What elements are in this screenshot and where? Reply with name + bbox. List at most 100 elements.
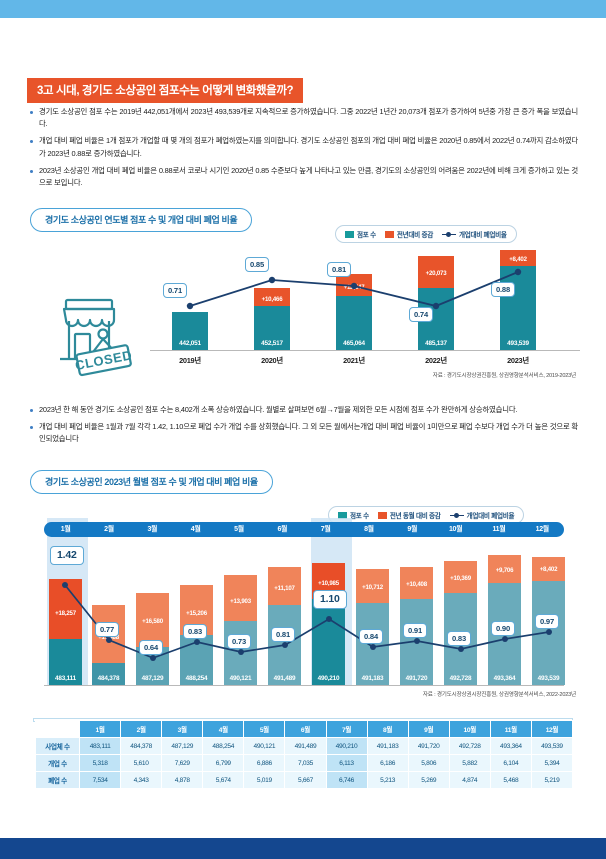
monthly-legend-label-close-open-ratio: 개업대비 폐업비율 [466,513,515,520]
month-cell-9: 9월 [407,526,418,533]
monthly-bar-1-base [49,639,82,685]
monthly-bar-5-delta [224,575,257,621]
cell-r0-c2: 487,129 [161,737,204,755]
monthly-bar-3-delta-value: +16,580 [142,618,163,625]
table-row-label-open-count: 개업 수 [34,754,81,772]
monthly-chart-source: 자료 : 경기도시장상권시장진흥원, 상권영향분석서비스, 2022-2023년 [422,692,576,698]
monthly-bar-3-delta [136,593,169,647]
cell-r0-c3: 488,254 [202,737,245,755]
cell-r1-c11: 5,394 [530,754,574,772]
closed-store-icon: CLOSED [46,290,138,387]
cell-r1-c6: 6,113 [325,754,368,772]
cell-r0-c6: 490,210 [325,737,368,755]
monthly-legend-label-yoy-change: 전년 동월 대비 증감 [389,513,441,520]
table-col-5: 5월 [243,720,286,738]
month-cell-2: 2월 [104,526,114,533]
table-col-9: 9월 [407,720,450,738]
monthly-bar-9-delta-value: +10,408 [406,581,427,588]
cell-r2-c0: 7,534 [79,771,122,789]
yearly-bar-2020-delta-value: +10,466 [261,296,283,303]
monthly-bar-6: +11,107 491,489 [268,567,301,685]
legend-label-yoy-change: 전년대비 증감 [396,232,433,239]
monthly-ratio-6: 0.81 [271,627,295,642]
monthly-bar-6-value: 491,489 [273,675,296,682]
table-row-label-close-count: 폐업 수 [34,771,81,789]
monthly-bar-3-value: 487,129 [141,675,164,682]
monthly-legend-item-yoy-change: 전년 동월 대비 증감 [377,510,441,520]
monthly-ratio-2: 0.77 [95,622,119,637]
table-header-row: 1월 2월 3월 4월 5월 6월 7월 8월 9월 10월 11월 12월 [34,720,574,738]
yearly-chart-axis [150,350,580,351]
cell-r2-c5: 5,667 [284,771,327,789]
month-cell-10: 10월 [448,526,463,533]
monthly-ratio-8: 0.84 [359,629,383,644]
cell-r2-c2: 4,878 [161,771,204,789]
bottom-decorative-band [0,838,606,859]
yearly-chart-source: 자료 : 경기도시장상권진흥원, 상권영향분석서비스, 2019-2023년 [432,373,576,379]
legend-item-close-open-ratio: 개업대비 폐업비율 [441,229,507,239]
yearly-bar-2022-delta [418,256,454,288]
monthly-data-table: 1월 2월 3월 4월 5월 6월 7월 8월 9월 10월 11월 12월 사… [34,720,574,789]
table-col-11: 11월 [489,720,532,738]
cell-r1-c1: 5,610 [120,754,163,772]
yearly-bar-2023-base [500,266,536,350]
monthly-bar-12-delta-value: +8,402 [539,566,558,573]
cell-r2-c4: 5,019 [243,771,286,789]
table-col-7: 7월 [325,720,368,738]
monthly-bar-9-delta [400,567,433,599]
table-col-12: 12월 [530,720,574,738]
teal-swatch-icon [345,230,354,238]
legend-label-store-count: 점포 수 [357,232,376,239]
cell-r1-c0: 5,318 [79,754,122,772]
yearly-chart-legend: 점포 수 전년대비 증감 개업대비 폐업비율 [335,225,517,243]
table-col-10: 10월 [448,720,491,738]
month-cell-8: 8월 [364,526,374,533]
monthly-bar-10-delta [444,561,477,593]
line-marker-icon [441,231,456,238]
monthly-ratio-5: 0.73 [227,634,251,649]
monthly-bar-7-value: 490,210 [317,675,340,682]
month-cell-3: 3월 [147,526,158,533]
monthly-ratio-7: 1.10 [313,590,347,609]
yearly-ratio-2023: 0.88 [491,282,515,297]
cell-r1-c8: 5,806 [407,754,450,772]
legend-item-store-count: 점포 수 [345,229,376,239]
monthly-bar-11-value: 493,364 [493,675,516,682]
yearly-bar-2023-delta-value: +8,402 [509,256,527,263]
yearly-chart-title: 경기도 소상공인 연도별 점포 수 및 개업 대비 폐업 비율 [30,208,253,232]
yearly-bar-2020: +10,466 452,517 [254,288,290,350]
yearly-bar-2020-value: 452,517 [261,340,283,347]
monthly-bar-1-delta [49,579,82,639]
cell-r2-c9: 4,874 [448,771,491,789]
monthly-legend-item-store-count: 점포 수 [338,510,369,520]
monthly-bar-8: +10,712 491,183 [356,569,389,685]
intro-bullet-list: 경기도 소상공인 점포 수는 2019년 442,051개에서 2023년 49… [30,106,578,194]
cell-r1-c2: 7,629 [161,754,204,772]
intro-bullet-1: 경기도 소상공인 점포 수는 2019년 442,051개에서 2023년 49… [30,106,578,130]
table-col-2: 2월 [120,720,163,738]
monthly-bar-12-delta [532,557,565,581]
month-cell-11: 11월 [492,526,506,533]
yearly-bar-2023-value: 493,539 [507,340,529,347]
yearly-bar-2020-delta [254,288,290,306]
cell-r2-c3: 5,674 [202,771,245,789]
orange-swatch-icon [384,230,394,238]
orange-swatch-icon [377,511,387,519]
yearly-ratio-2022: 0.74 [409,307,433,322]
monthly-trend-line [62,582,552,661]
cell-r2-c6: 6,746 [325,771,368,789]
yearly-bar-2019-value: 442,051 [179,340,201,347]
yearly-xlabel-2021: 2021년 [343,356,365,365]
monthly-bar-1-value: 483,111 [55,675,76,682]
monthly-bar-11-delta [488,555,521,583]
yearly-xlabel-2023: 2023년 [507,356,529,365]
monthly-data-table-wrapper: 1월 2월 3월 4월 5월 6월 7월 8월 9월 10월 11월 12월 사… [33,718,574,789]
intro-bullet-2: 개업 대비 폐업 비율은 1개 점포가 개업할 때 몇 개의 점포가 폐업하였는… [30,135,578,159]
yearly-ratio-2020: 0.85 [245,257,269,272]
page-content: 3고 시대, 경기도 소상공인 점포수는 어떻게 변화했을까? 경기도 소상공인… [0,18,606,838]
monthly-bar-8-base [356,603,389,685]
yearly-bar-2022: +20,073 485,137 [418,256,454,350]
yearly-bar-2020-base [254,306,290,350]
yearly-ratio-2021: 0.81 [327,262,351,277]
cell-r0-c1: 484,378 [120,737,163,755]
